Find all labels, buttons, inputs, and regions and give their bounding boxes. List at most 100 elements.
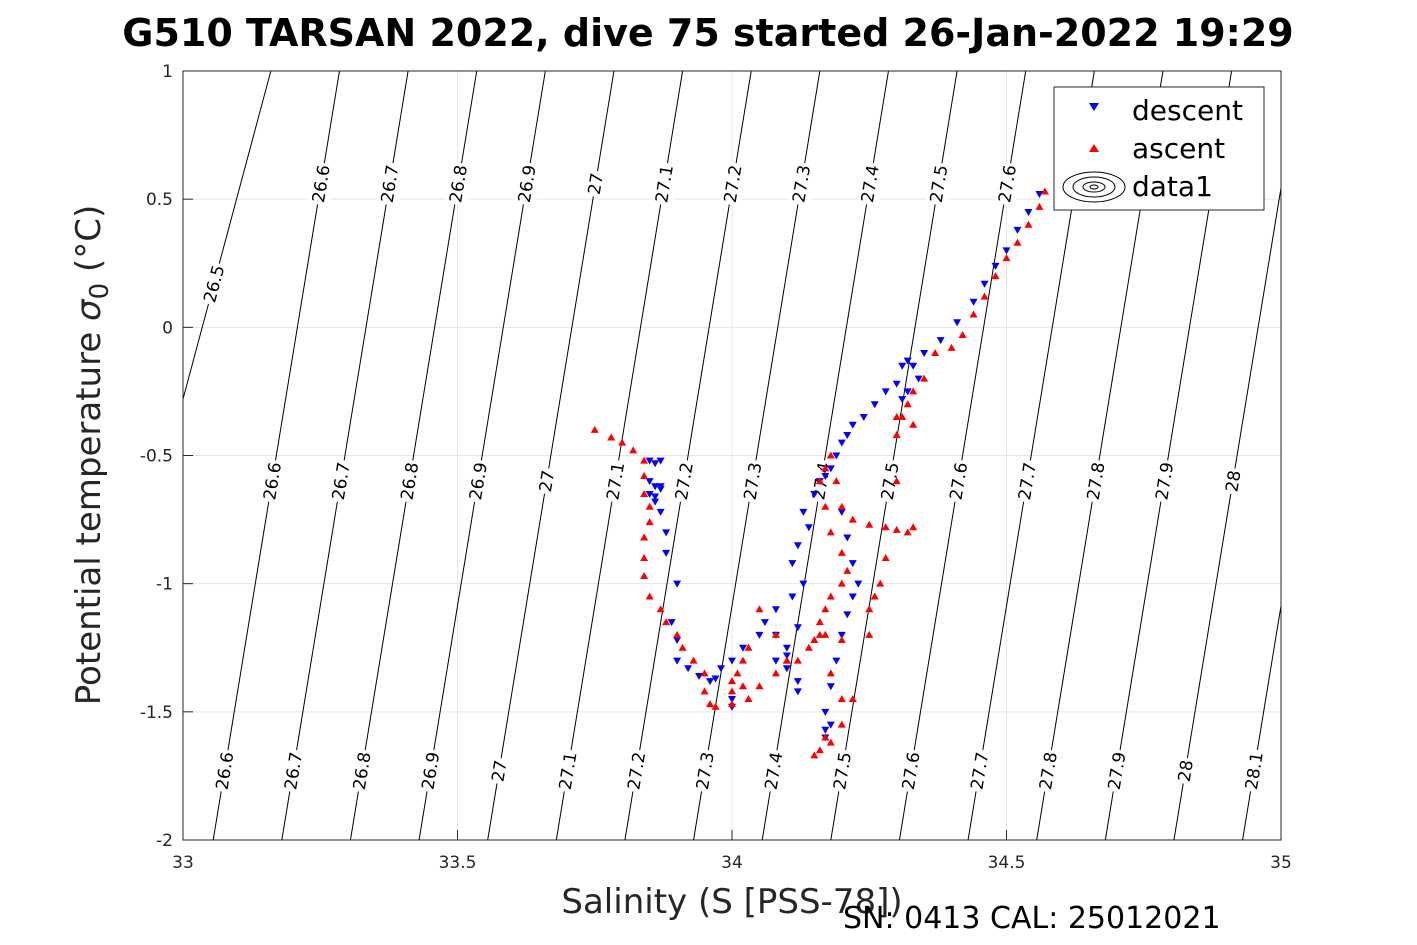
ascent-point [958, 331, 967, 339]
descent-point [793, 688, 802, 696]
ascent-point [892, 430, 901, 438]
ascent-point [821, 605, 830, 613]
descent-point [936, 337, 945, 345]
ascent-point [837, 720, 846, 728]
density-contour-label-bg [760, 748, 789, 794]
descent-point [717, 665, 726, 673]
descent-point [799, 508, 808, 516]
density-contour-label-bg [513, 161, 543, 207]
ascent-point [645, 592, 654, 600]
descent-point [656, 508, 665, 516]
legend-data1-label: data1 [1132, 170, 1213, 203]
density-contour-label-bg [1173, 756, 1200, 786]
descent-point [793, 542, 802, 550]
descent-point [909, 362, 918, 370]
ascent-point [771, 669, 780, 677]
density-contour-label-bg [1034, 748, 1064, 794]
density-contour-line [487, 71, 615, 840]
descent-point [695, 672, 704, 680]
ascent-point [909, 387, 918, 395]
density-contour-label-bg [348, 748, 378, 794]
descent-point [832, 452, 841, 460]
descent-point [848, 421, 857, 429]
ascent-point [1035, 202, 1044, 210]
ascent-point [837, 548, 846, 556]
descent-point [843, 534, 852, 542]
descent-point [1013, 226, 1022, 234]
ascent-point [678, 643, 687, 651]
descent-point [782, 665, 791, 673]
ascent-point [843, 566, 852, 574]
density-contour-label-bg [554, 748, 583, 794]
density-contour-label: 27 [536, 469, 559, 494]
ascent-point [969, 310, 978, 318]
ascent-point [640, 571, 649, 579]
density-contour-label-bg [583, 169, 610, 199]
ascent-point [815, 477, 824, 485]
ascent-point [821, 464, 830, 472]
ascent-point [826, 451, 835, 459]
density-contour-label-bg [650, 161, 680, 207]
density-contour-label-bg [487, 756, 513, 786]
ascent-point [1040, 187, 1049, 195]
ascent-point [645, 502, 654, 510]
ascent-point [821, 733, 830, 741]
density-contour-label-bg [856, 161, 886, 207]
ascent-point [837, 502, 846, 510]
density-contour-label-bg [534, 466, 561, 496]
density-contour-label-bg [601, 458, 631, 504]
ascent-point [755, 605, 764, 613]
ascent-point [640, 554, 649, 562]
density-contour-label-bg [327, 458, 356, 504]
density-contour-label-bg [279, 748, 309, 794]
density-contour-label-bg [211, 748, 240, 794]
descent-point [804, 524, 813, 532]
descent-point [854, 580, 863, 588]
descent-point [1035, 191, 1044, 199]
ascent-point [810, 636, 819, 644]
descent-point [651, 493, 660, 501]
legend-contour-icon [1062, 171, 1126, 203]
density-contour-label-bg [1150, 458, 1180, 504]
y-axis-label-sub: 0 [85, 283, 115, 300]
density-contour-label-bg [691, 748, 721, 794]
descent-point [645, 478, 654, 486]
ascent-point [826, 528, 835, 536]
ascent-point [689, 656, 698, 664]
ascent-point [640, 489, 649, 497]
descent-point [645, 490, 654, 498]
legend-descent-label: descent [1132, 94, 1243, 127]
ascent-point [815, 630, 824, 638]
ascent-point [700, 669, 709, 677]
y-tick-label: 0.5 [146, 190, 173, 210]
descent-point [821, 726, 830, 734]
ascent-point [1013, 238, 1022, 246]
descent-point [991, 262, 1000, 270]
ascent-point [755, 682, 764, 690]
density-contour-label-bg [876, 458, 905, 504]
ascent-point [909, 523, 918, 531]
ascent-point [640, 472, 649, 480]
descent-point [837, 631, 846, 639]
legend-descent-marker [1089, 103, 1099, 111]
descent-point [673, 657, 682, 665]
descent-point [837, 508, 846, 516]
ascent-point [607, 433, 616, 441]
ascent-point [738, 682, 747, 690]
ascent-point [793, 656, 802, 664]
ascent-point [706, 700, 715, 708]
descent-point [673, 580, 682, 588]
descent-point [651, 498, 660, 506]
x-tick-label: 33 [172, 853, 194, 873]
density-contour-line [183, 71, 272, 402]
ascent-point [826, 592, 835, 600]
ascent-point [892, 477, 901, 485]
descent-point [793, 678, 802, 686]
y-tick-label: -1.5 [140, 703, 173, 723]
ascent-point [826, 738, 835, 746]
density-contour-label-bg [307, 161, 337, 207]
ascent-point [832, 477, 841, 485]
x-tick-label: 34 [721, 853, 743, 873]
x-tick-label: 35 [1270, 853, 1292, 873]
